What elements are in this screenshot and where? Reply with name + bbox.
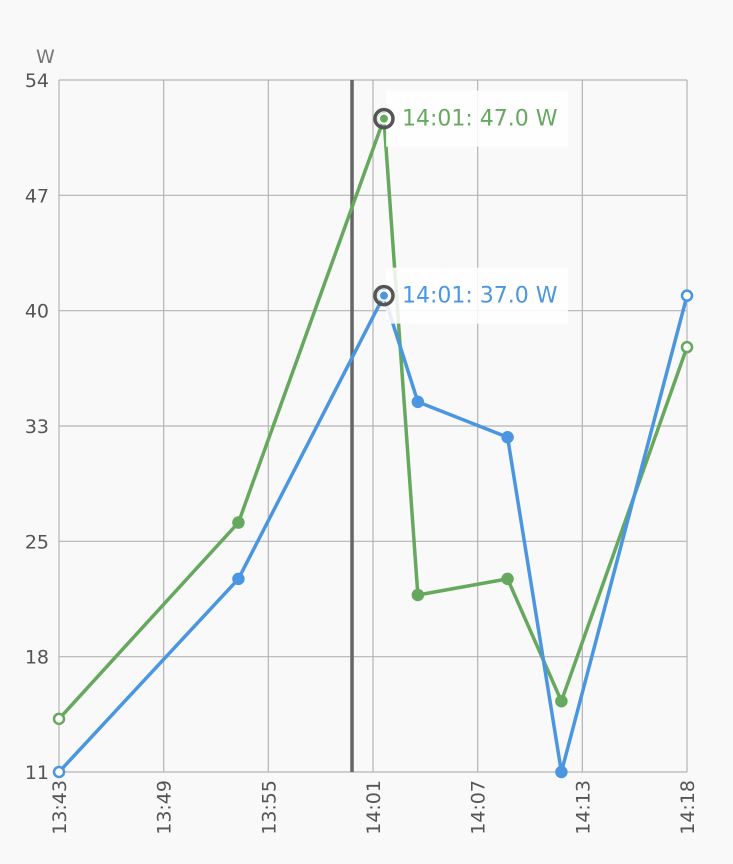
x-tick-label: 13:43 (49, 780, 71, 835)
y-tick-label: 11 (25, 762, 49, 784)
tooltip-box (385, 90, 568, 147)
y-tick-label: 54 (25, 70, 49, 92)
x-tick-label: 13:55 (258, 780, 280, 835)
highlight-point (377, 289, 390, 302)
y-tick-label: 40 (25, 301, 49, 323)
data-point (232, 516, 245, 529)
x-tick-label: 14:07 (468, 780, 490, 835)
data-point (501, 572, 514, 586)
data-point (411, 395, 425, 409)
data-point (555, 694, 568, 708)
data-point (52, 765, 66, 779)
highlight-ring (373, 107, 395, 130)
chart-grid (58, 79, 688, 773)
chart-tooltips: 14:01: 47.0 W 14:01: 37.0 W (373, 90, 568, 324)
x-tick-label: 13:49 (154, 780, 176, 835)
highlight-ring (373, 284, 395, 307)
x-tick-label: 14:01 (363, 780, 385, 835)
tooltip-box (385, 267, 568, 324)
tooltip-text: 14:01: 47.0 W (402, 107, 558, 132)
data-point (680, 289, 694, 302)
x-axis-ticks: 13:43 13:49 13:55 14:01 14:07 14:13 14:18 (49, 780, 699, 835)
tooltip-text: 14:01: 37.0 W (402, 284, 558, 309)
data-point (680, 340, 694, 354)
y-tick-label: 47 (25, 185, 49, 207)
data-point (501, 431, 514, 444)
data-point (52, 712, 66, 726)
highlight-point (377, 112, 390, 125)
x-tick-label: 14:13 (572, 780, 594, 835)
y-axis-unit-label: W (36, 46, 55, 68)
data-point (411, 588, 425, 602)
y-axis-ticks: 54 47 40 33 25 18 11 (25, 70, 49, 784)
data-point (232, 572, 245, 586)
x-tick-label: 14:18 (677, 780, 699, 835)
y-tick-label: 33 (25, 416, 49, 438)
data-point (555, 765, 568, 779)
y-tick-label: 25 (25, 531, 49, 553)
y-tick-label: 18 (25, 647, 49, 669)
